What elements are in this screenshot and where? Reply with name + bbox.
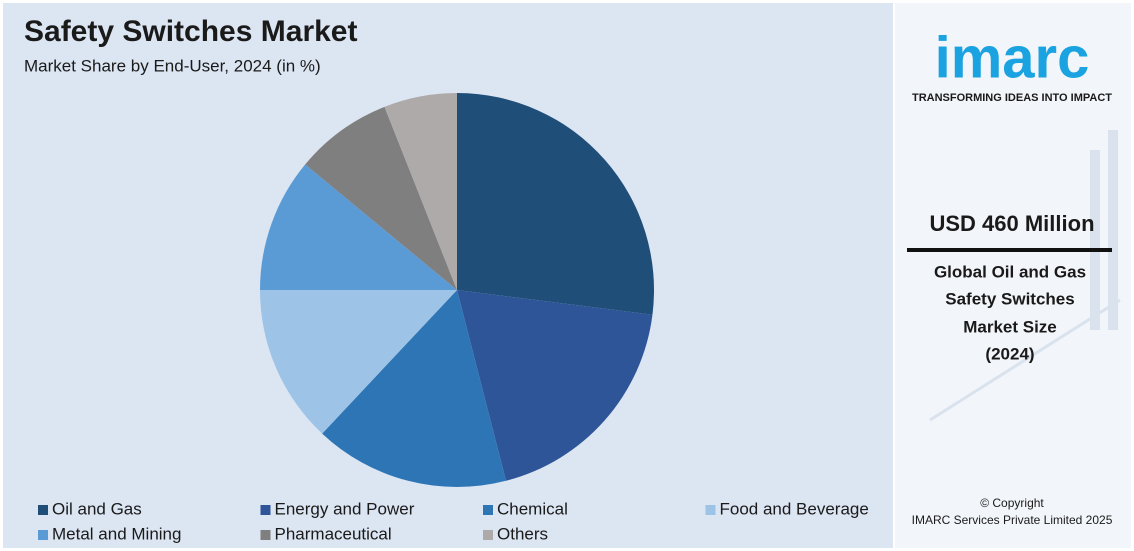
chart-title: Safety Switches Market <box>24 15 357 48</box>
pie-slice <box>260 290 457 434</box>
legend-label: Others <box>497 524 548 543</box>
logo: imarc <box>935 25 1090 90</box>
legend-swatch <box>260 530 271 540</box>
legend-label: Pharmaceutical <box>275 524 392 543</box>
legend-swatch <box>260 505 271 515</box>
pie-slice <box>305 106 457 290</box>
legend-swatch <box>483 505 493 515</box>
description-line: Safety Switches <box>945 289 1074 308</box>
legend-swatch <box>705 505 716 515</box>
legend-swatch <box>38 530 48 540</box>
pie-slice <box>384 93 457 290</box>
pie-slice <box>260 164 457 290</box>
sidebar-panel <box>895 3 1131 548</box>
description-line: Global Oil and Gas <box>934 262 1086 281</box>
description-line: (2024) <box>985 344 1034 363</box>
pie-slice <box>457 290 653 481</box>
pie-slice <box>457 93 654 315</box>
legend-swatch <box>483 530 493 540</box>
headline: USD 460 Million <box>929 211 1094 236</box>
pie-slice <box>322 290 506 487</box>
sidebar-decoration <box>929 130 1121 422</box>
legend-label: Oil and Gas <box>52 499 142 518</box>
pie <box>260 93 654 487</box>
legend-label: Food and Beverage <box>720 499 869 518</box>
legend-label: Metal and Mining <box>52 524 181 543</box>
legend: Oil and Gas Energy and Power Chemical Food … <box>38 499 869 543</box>
description-line: Market Size <box>963 317 1057 336</box>
copyright: IMARC Services Private Limited 2025 <box>912 513 1113 527</box>
divider <box>907 248 1112 252</box>
legend-label: Energy and Power <box>275 499 415 518</box>
copyright: © Copyright <box>980 496 1044 510</box>
chart-subtitle: Market Share by End-User, 2024 (in %) <box>24 56 321 75</box>
tagline: TRANSFORMING IDEAS INTO IMPACT <box>912 92 1112 104</box>
legend-swatch <box>38 505 48 515</box>
legend-label: Chemical <box>497 499 568 518</box>
